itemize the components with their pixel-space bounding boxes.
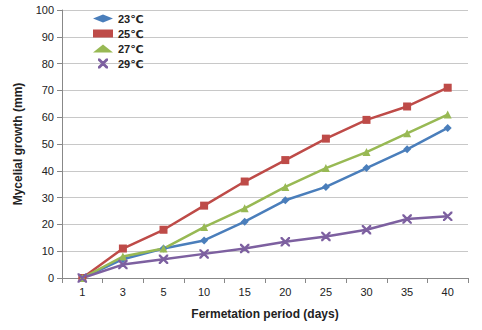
svg-text:50: 50 <box>42 138 54 150</box>
svg-text:40: 40 <box>442 286 454 298</box>
svg-text:100: 100 <box>36 4 54 16</box>
svg-text:5: 5 <box>160 286 166 298</box>
svg-text:30: 30 <box>360 286 372 298</box>
svg-text:1: 1 <box>79 286 85 298</box>
svg-text:40: 40 <box>42 165 54 177</box>
svg-text:3: 3 <box>120 286 126 298</box>
svg-text:25℃: 25℃ <box>118 28 144 40</box>
svg-text:29℃: 29℃ <box>118 58 144 70</box>
svg-text:35: 35 <box>401 286 413 298</box>
svg-text:80: 80 <box>42 58 54 70</box>
svg-text:30: 30 <box>42 192 54 204</box>
svg-text:10: 10 <box>198 286 210 298</box>
svg-text:Fermetation period (days): Fermetation period (days) <box>191 307 338 321</box>
svg-text:60: 60 <box>42 111 54 123</box>
svg-text:25: 25 <box>320 286 332 298</box>
svg-text:70: 70 <box>42 84 54 96</box>
svg-text:20: 20 <box>279 286 291 298</box>
svg-text:15: 15 <box>239 286 251 298</box>
svg-text:90: 90 <box>42 31 54 43</box>
svg-text:27℃: 27℃ <box>118 43 144 55</box>
svg-text:0: 0 <box>48 272 54 284</box>
svg-text:10: 10 <box>42 245 54 257</box>
svg-text:Mycelial growth (mm): Mycelial growth (mm) <box>11 83 25 206</box>
svg-text:23℃: 23℃ <box>118 13 144 25</box>
svg-text:20: 20 <box>42 218 54 230</box>
